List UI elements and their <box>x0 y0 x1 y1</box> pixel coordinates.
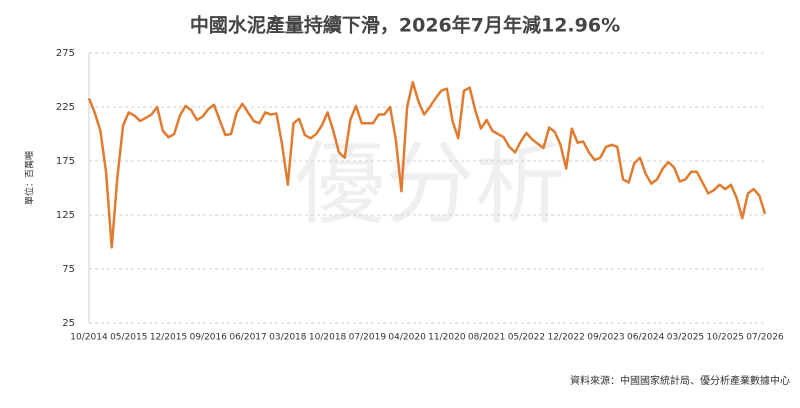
y-tick-label: 275 <box>56 48 75 59</box>
x-tick-label: 07/2026 <box>746 333 784 343</box>
x-tick-label: 03/2025 <box>667 333 704 343</box>
x-tick-label: 12/2022 <box>547 333 584 343</box>
y-tick-label: 75 <box>62 264 75 275</box>
x-tick-label: 05/2022 <box>508 333 545 343</box>
data-line <box>87 80 767 249</box>
y-axis-label: 單位：百萬噸 <box>24 151 36 205</box>
watermark: 優分析 <box>295 132 565 237</box>
x-tick-label: 03/2018 <box>269 333 307 343</box>
x-tick-label: 09/2016 <box>190 333 228 343</box>
x-tick-label: 11/2020 <box>428 333 466 343</box>
x-tick-label: 10/2018 <box>309 333 347 343</box>
x-tick-label: 04/2020 <box>388 333 426 343</box>
y-tick-label: 25 <box>62 318 75 329</box>
x-tick-label: 07/2019 <box>349 333 387 343</box>
x-tick-label: 08/2021 <box>468 333 505 343</box>
x-tick-label: 05/2015 <box>110 333 147 343</box>
x-tick-label: 09/2023 <box>587 333 624 343</box>
x-tick-label: 10/2025 <box>707 333 744 343</box>
source: 資料來源：中國國家統計局、優分析產業數據中心 <box>570 374 790 387</box>
x-tick-label: 06/2017 <box>229 333 266 343</box>
chart-title: 中國水泥產量持續下滑，2026年7月年減12.96% <box>190 14 620 37</box>
y-tick-label: 225 <box>56 102 75 113</box>
x-tick-label: 12/2015 <box>150 333 187 343</box>
y-tick-label: 175 <box>56 156 75 167</box>
x-tick-label: 06/2024 <box>627 333 665 343</box>
x-tick-label: 10/2014 <box>70 333 108 343</box>
y-tick-label: 125 <box>56 210 75 221</box>
